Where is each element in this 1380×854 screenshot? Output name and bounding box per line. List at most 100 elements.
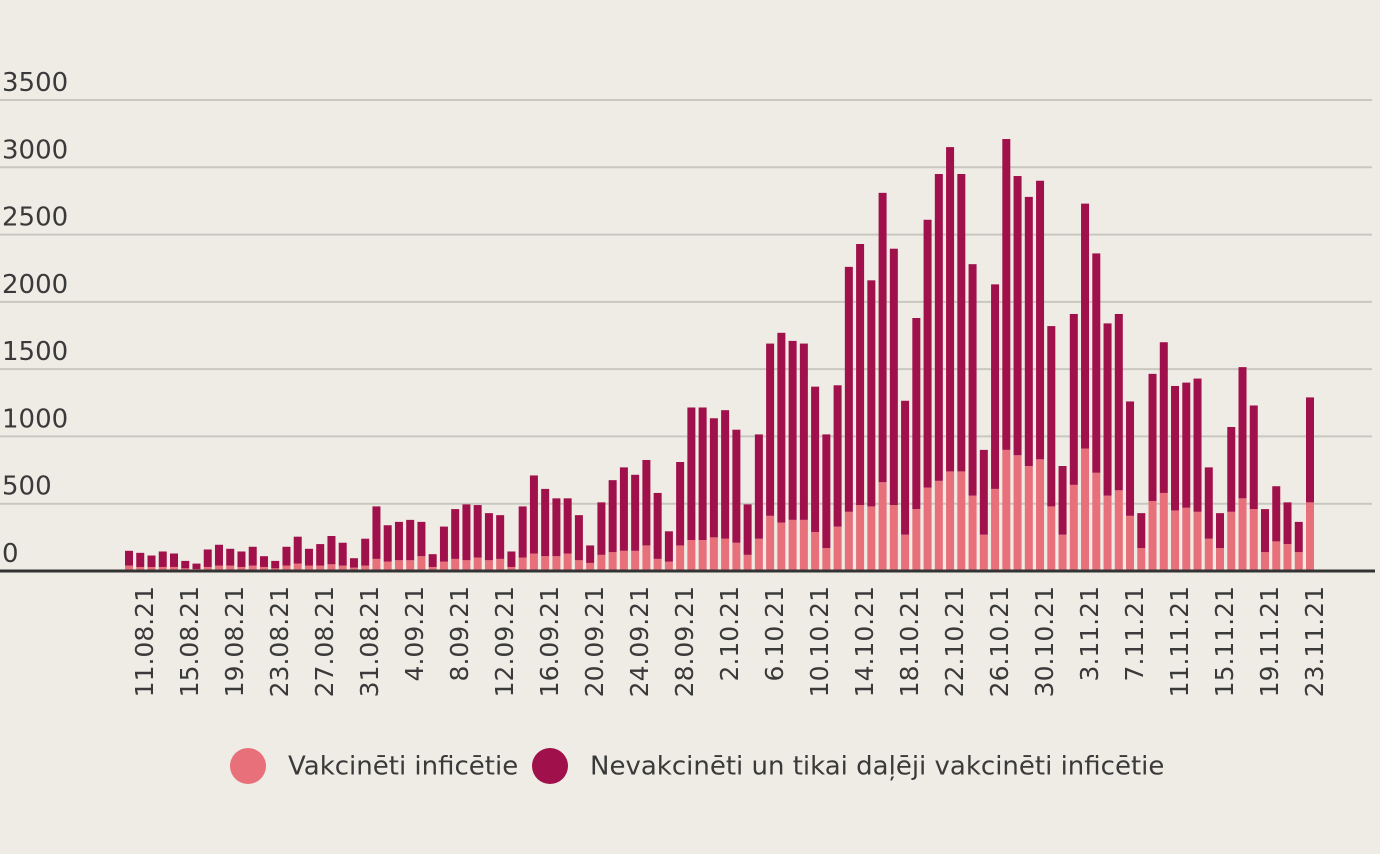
bar-segment xyxy=(1058,466,1067,535)
bar-segment xyxy=(169,553,178,567)
bar-segment xyxy=(991,284,1000,489)
legend-label: Nevakcinēti un tikai daļēji vakcinēti in… xyxy=(590,752,1164,782)
bar-segment xyxy=(125,550,133,566)
bar-segment xyxy=(1069,484,1078,571)
x-tick-label: 23.11.21 xyxy=(1300,586,1329,697)
x-tick-label: 28.09.21 xyxy=(670,586,699,697)
bar-segment xyxy=(1249,509,1258,571)
bar-segment xyxy=(777,332,786,523)
bar-segment xyxy=(406,519,415,561)
bar-segment xyxy=(214,544,223,566)
bar-segment xyxy=(271,560,280,569)
bar-segment xyxy=(383,561,392,571)
bar-segment xyxy=(518,557,527,571)
bar-segment xyxy=(833,385,842,527)
bar-segment xyxy=(721,538,730,571)
bar-segment xyxy=(1058,534,1067,571)
bar-segment xyxy=(552,498,561,557)
x-tick-label: 2.10.21 xyxy=(715,586,744,681)
bar-segment xyxy=(451,509,460,559)
legend-marker xyxy=(230,748,266,784)
bar-segment xyxy=(518,506,527,558)
bar-segment xyxy=(1024,196,1033,467)
bar-segment xyxy=(1103,495,1112,571)
bar-segment xyxy=(349,558,358,568)
bar-segment xyxy=(316,565,325,571)
bar-segment xyxy=(754,538,763,571)
bar-segment xyxy=(394,521,403,561)
legend-label: Vakcinēti inficētie xyxy=(288,752,518,782)
bar-segment xyxy=(293,536,302,564)
bar-segment xyxy=(721,410,730,539)
bar-segment xyxy=(754,434,763,539)
x-tick-label: 22.10.21 xyxy=(940,586,969,697)
y-tick-label: 3000 xyxy=(2,135,68,165)
bar-segment xyxy=(1036,459,1045,571)
bar-segment xyxy=(507,551,516,567)
bar-segment xyxy=(1092,472,1101,571)
bar-segment xyxy=(777,522,786,571)
bar-segment xyxy=(653,558,662,571)
bar-segment xyxy=(867,280,876,507)
bar-segment xyxy=(1294,552,1303,571)
bar-segment xyxy=(822,548,831,571)
bar-segment xyxy=(1137,548,1146,571)
bar-segment xyxy=(923,219,932,488)
x-tick-label: 23.08.21 xyxy=(265,586,294,697)
bar-segment xyxy=(1182,507,1191,571)
bar-segment xyxy=(473,557,482,571)
x-tick-label: 11.08.21 xyxy=(130,586,159,697)
bar-segment xyxy=(417,556,426,571)
bar-segment xyxy=(732,429,741,543)
bar-segment xyxy=(979,449,988,535)
bar-segment xyxy=(653,492,662,559)
x-tick-label: 26.10.21 xyxy=(985,586,1014,697)
bar-segment xyxy=(462,560,471,571)
bar-segment xyxy=(946,471,955,571)
bar-segment xyxy=(1013,176,1022,456)
bar-segment xyxy=(788,340,797,520)
bar-segment xyxy=(282,546,291,566)
bar-segment xyxy=(383,525,392,562)
bar-segment xyxy=(1294,521,1303,553)
x-tick-label: 7.11.21 xyxy=(1120,586,1149,681)
x-tick-label: 18.10.21 xyxy=(895,586,924,697)
bar-segment xyxy=(1272,541,1281,571)
bar-segment xyxy=(608,552,617,571)
bar-segment xyxy=(811,531,820,571)
bar-segment xyxy=(676,545,685,571)
bar-segment xyxy=(1261,509,1270,553)
x-tick-label: 14.10.21 xyxy=(850,586,879,697)
bar-segment xyxy=(349,567,358,571)
bar-segment xyxy=(1283,502,1292,545)
bar-segment xyxy=(811,386,820,532)
bar-segment xyxy=(1249,405,1258,510)
bar-segment xyxy=(372,558,381,571)
x-tick-label: 4.09.21 xyxy=(400,586,429,681)
bar-segment xyxy=(147,555,156,567)
bar-segment xyxy=(1148,373,1157,502)
bar-segment xyxy=(1103,323,1112,496)
bar-segment xyxy=(788,519,797,571)
bar-segment xyxy=(282,565,291,571)
bar-segment xyxy=(766,515,775,571)
y-tick-label: 1000 xyxy=(2,404,68,434)
bar-segment xyxy=(1002,139,1011,450)
x-tick-label: 3.11.21 xyxy=(1075,586,1104,681)
y-tick-label: 0 xyxy=(2,539,19,569)
bar-segment xyxy=(1227,427,1236,512)
bar-segment xyxy=(1193,511,1202,571)
bar-segment xyxy=(394,560,403,571)
bar-segment xyxy=(496,558,505,571)
bar-segment xyxy=(586,562,595,571)
bar-segment xyxy=(799,519,808,571)
x-tick-label: 8.09.21 xyxy=(445,586,474,681)
bar-segment xyxy=(1171,510,1180,571)
bar-segment xyxy=(709,418,718,538)
x-tick-label: 27.08.21 xyxy=(310,586,339,697)
bar-segment xyxy=(462,504,471,561)
bar-segment xyxy=(338,565,347,571)
bar-segment xyxy=(1238,498,1247,571)
bar-segment xyxy=(979,534,988,571)
bar-segment xyxy=(304,548,313,566)
